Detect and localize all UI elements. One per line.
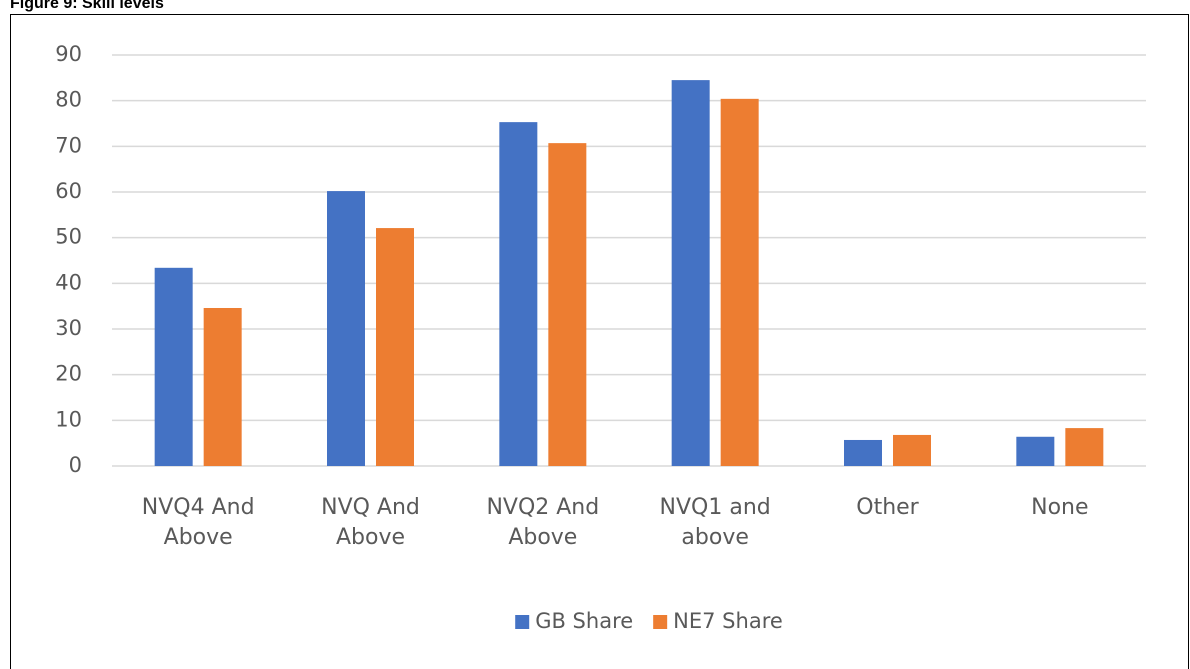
bar xyxy=(499,122,538,466)
bar xyxy=(671,80,710,466)
y-tick-label: 90 xyxy=(55,42,82,66)
bar xyxy=(203,307,242,466)
x-tick-label: NVQ1 and above xyxy=(659,495,771,550)
y-tick-label: 10 xyxy=(55,407,82,431)
legend-swatch xyxy=(653,615,668,629)
bar xyxy=(1016,436,1055,466)
legend-label: NE7 Share xyxy=(673,609,783,633)
y-tick-label: 30 xyxy=(55,316,82,340)
y-tick-label: 80 xyxy=(55,88,82,112)
y-tick-label: 60 xyxy=(55,179,82,203)
x-tick-label: NVQ2 And Above xyxy=(486,495,600,550)
legend-label: GB Share xyxy=(535,609,633,633)
y-tick-label: 50 xyxy=(55,225,82,249)
bar xyxy=(154,267,193,466)
chart-title: Figure 9: Skill levels xyxy=(10,0,164,12)
x-tick-label: None xyxy=(1031,495,1089,520)
y-tick-label: 70 xyxy=(55,133,82,157)
bar xyxy=(327,191,365,466)
y-tick-label: 0 xyxy=(69,453,82,477)
bar xyxy=(1065,428,1104,466)
bar xyxy=(844,439,882,466)
bar xyxy=(376,228,414,466)
x-tick-label: NVQ4 And Above xyxy=(141,495,255,550)
bar xyxy=(893,434,931,466)
y-tick-label: 40 xyxy=(55,270,82,294)
x-tick-label: Other xyxy=(856,495,919,520)
y-tick-label: 20 xyxy=(55,362,82,386)
bar xyxy=(720,98,759,466)
bar xyxy=(548,143,587,467)
x-tick-label: NVQ And Above xyxy=(321,495,420,550)
legend-swatch xyxy=(515,615,530,629)
